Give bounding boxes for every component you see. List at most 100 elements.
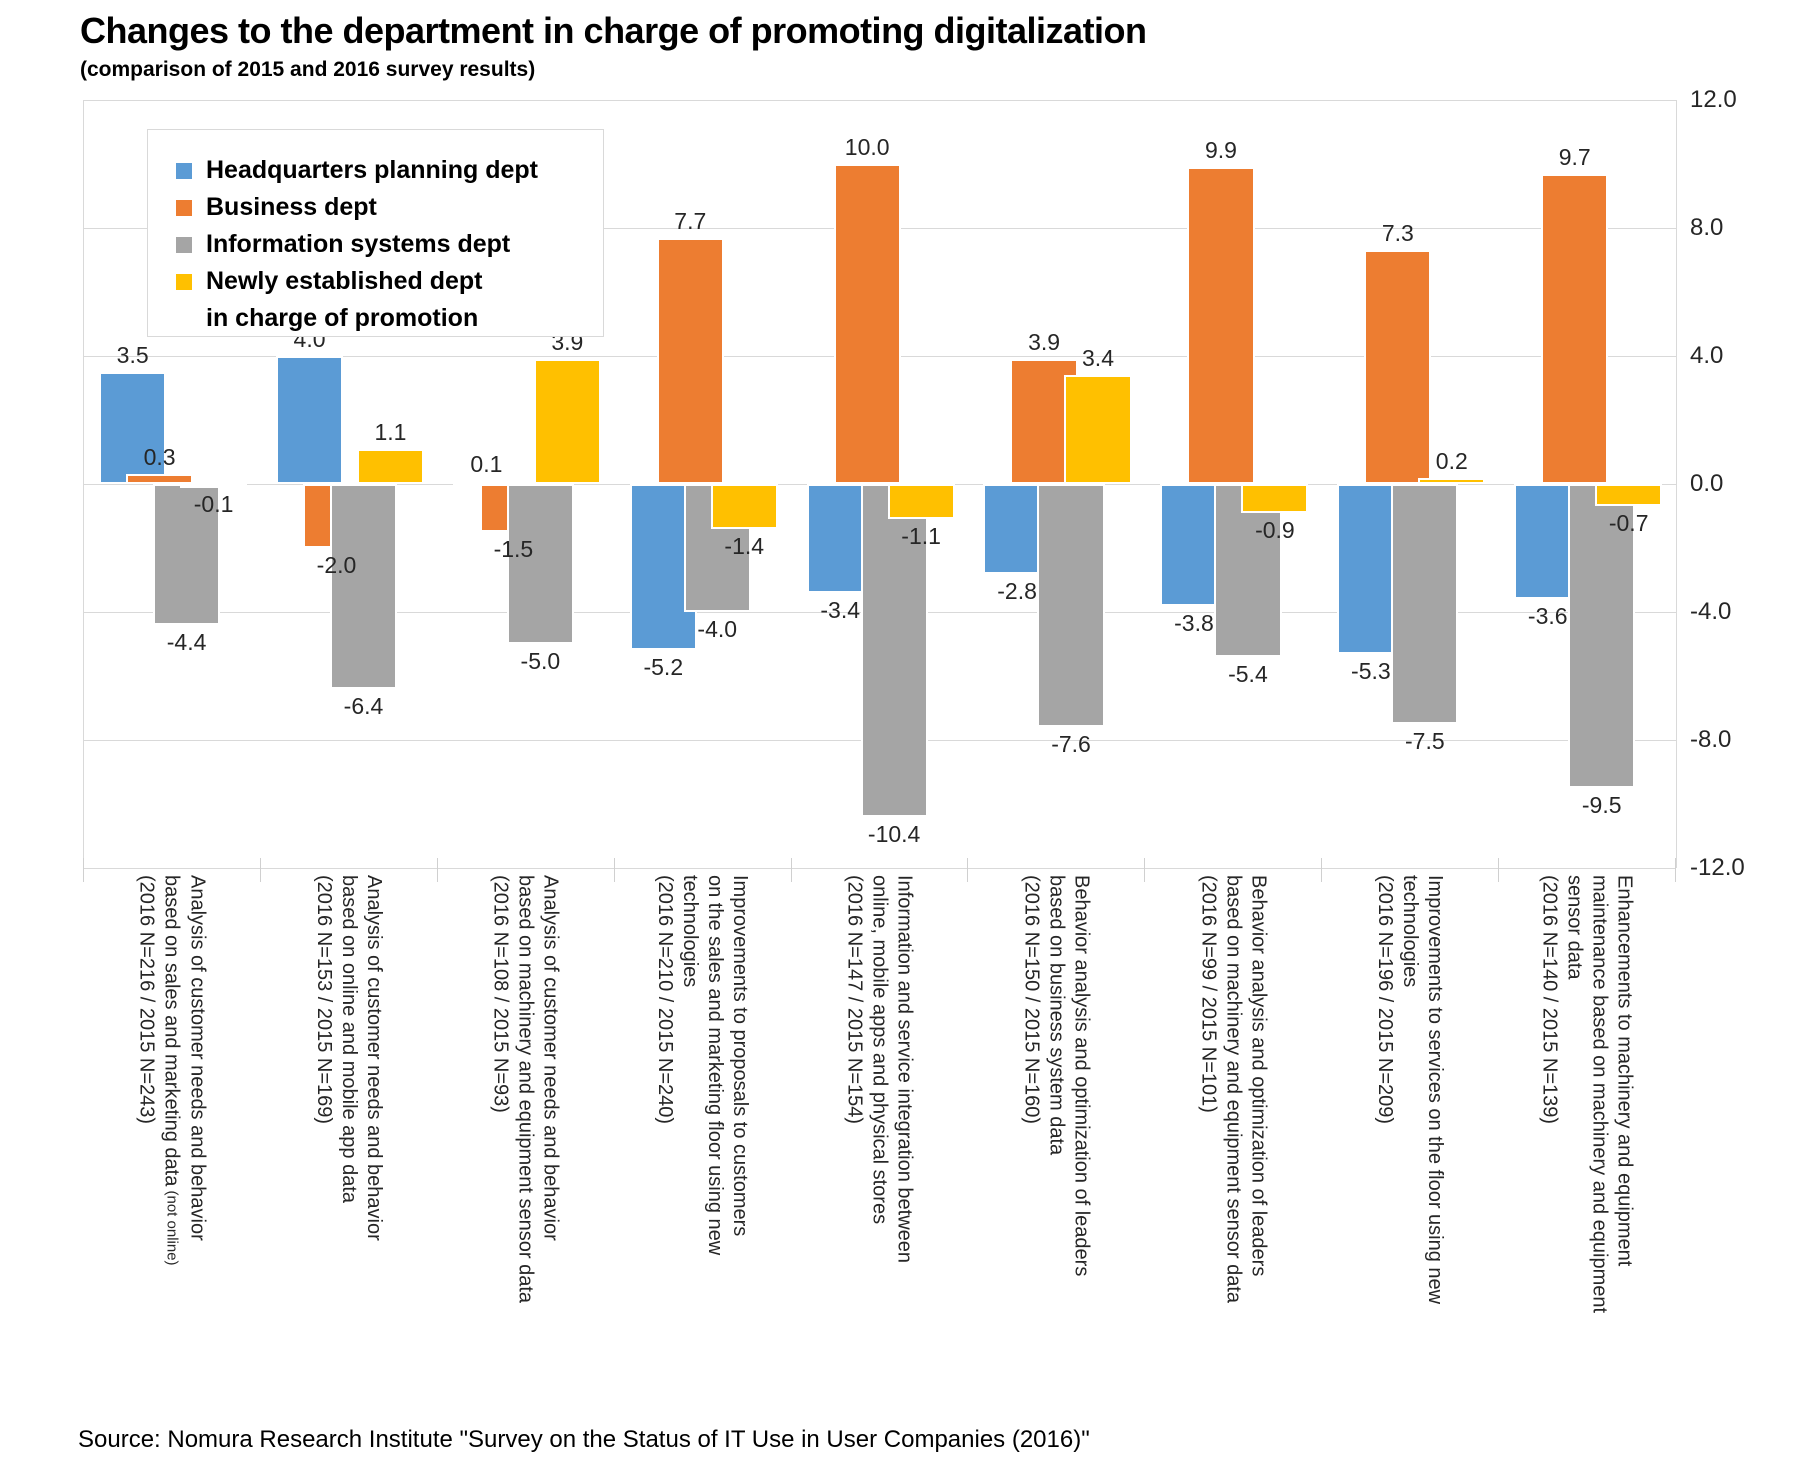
- value-label: -4.0: [697, 616, 738, 642]
- category-label: Enhancements to machinery and equipment m…: [1498, 875, 1675, 1460]
- bar-business-dept-cat4: [656, 237, 724, 484]
- legend-item: Headquarters planning dept: [176, 152, 603, 189]
- value-label: -6.4: [343, 692, 384, 719]
- bar-headquarters-planning-dept-cat2: [275, 356, 344, 484]
- category-tick: [1675, 858, 1676, 882]
- value-label: 9.9: [1204, 137, 1237, 164]
- legend-label: Business dept: [206, 193, 377, 221]
- category-label-line: based on machinery and equipment sensor …: [1222, 875, 1245, 1304]
- category-label: Improvements to proposals to customers on…: [614, 875, 791, 1460]
- bar-newly-established-dept-in-charge-of-promotion-cat2: [356, 448, 425, 484]
- bar-information-systems-dept-cat9: [1568, 484, 1636, 788]
- category-label-line: based on online and mobile app data: [337, 875, 360, 1204]
- category-label-line: Information and service integration betw…: [893, 875, 916, 1264]
- y-axis-tick-label: -4.0: [1690, 598, 1732, 625]
- category-label-line: Enhancements to machinery and equipment: [1613, 875, 1636, 1267]
- value-label: 9.7: [1558, 143, 1591, 170]
- value-label: 1.1: [374, 418, 407, 445]
- category-label-text: Analysis of customer needs and behavior b…: [488, 875, 563, 1303]
- bar-newly-established-dept-in-charge-of-promotion-cat7: [1241, 484, 1309, 513]
- category-label-text: Enhancements to machinery and equipment m…: [1537, 875, 1637, 1313]
- plot-area: 3.5 4.0 0.1 -5.2 -3.4 -2.8 -3.8 -5.3 -3.6 0.3 -2.0…: [83, 99, 1677, 869]
- gridline: [84, 99, 1676, 101]
- legend: Headquarters planning dept Business dept I…: [147, 129, 604, 337]
- category-label: Information and service integration betw…: [791, 875, 968, 1460]
- category-tick: [790, 858, 792, 882]
- value-label: -3.8: [1174, 609, 1214, 636]
- category-label: Analysis of customer needs and behavior b…: [437, 875, 614, 1460]
- category-label-line: (2016 N=210 / 2015 N=240): [654, 875, 677, 1125]
- value-label: -0.1: [193, 491, 234, 518]
- y-axis-tick-label: 8.0: [1690, 214, 1724, 241]
- category-label: Behavior analysis and optimization of le…: [967, 875, 1144, 1460]
- gridline: [84, 867, 1676, 869]
- value-label: -5.3: [1351, 657, 1391, 684]
- category-label-text: Information and service integration betw…: [841, 875, 916, 1263]
- bar-newly-established-dept-in-charge-of-promotion-cat8: [1418, 477, 1486, 484]
- value-label: -10.4: [867, 820, 921, 847]
- y-axis-tick-label: 4.0: [1690, 342, 1724, 369]
- value-label: -5.0: [520, 648, 561, 674]
- bar-business-dept-cat9: [1541, 173, 1609, 484]
- value-label: -3.6: [1527, 603, 1568, 630]
- category-label-line: (2016 N=150 / 2015 N=160): [1020, 875, 1043, 1125]
- category-label-line: based on business system data: [1045, 875, 1068, 1156]
- category-label: Analysis of customer needs and behavior b…: [83, 875, 260, 1460]
- category-label: Behavior analysis and optimization of le…: [1144, 875, 1321, 1460]
- legend-label: Information systems dept: [206, 230, 511, 258]
- category-label-line: (2016 N=147 / 2015 N=154): [843, 875, 866, 1125]
- bar-business-dept-cat8: [1364, 250, 1432, 484]
- category-tick: [967, 858, 969, 882]
- bar-business-dept-cat7: [1187, 167, 1255, 484]
- value-label: -0.9: [1255, 516, 1295, 543]
- legend-swatch-icon: [176, 273, 192, 290]
- category-tick: [259, 858, 261, 882]
- value-label: 10.0: [844, 134, 890, 160]
- category-label-text: Analysis of customer needs and behavior b…: [311, 875, 386, 1241]
- category-label-text: Improvements to services on the floor us…: [1372, 875, 1447, 1304]
- value-label: 3.5: [116, 342, 149, 368]
- category-tick: [613, 858, 615, 882]
- bar-information-systems-dept-cat7: [1214, 484, 1282, 657]
- legend-item: Newly established dept: [176, 263, 603, 300]
- value-label: -2.8: [997, 577, 1037, 604]
- value-label: 7.3: [1381, 220, 1414, 247]
- value-label: -2.0: [316, 552, 357, 578]
- category-label-line: Improvements to proposals to customers: [729, 875, 752, 1237]
- legend-item: in charge of promotion: [176, 300, 603, 337]
- bar-newly-established-dept-in-charge-of-promotion-cat3: [533, 359, 601, 484]
- bar-newly-established-dept-in-charge-of-promotion-cat6: [1064, 375, 1132, 484]
- category-tick: [83, 858, 84, 882]
- chart-title: Changes to the department in charge of p…: [80, 10, 1147, 51]
- value-label: 0.2: [1435, 447, 1468, 474]
- value-label: -5.4: [1228, 660, 1268, 687]
- y-axis-tick-label: -12.0: [1690, 854, 1745, 881]
- category-label-line: online, mobile apps and physical stores: [868, 875, 891, 1225]
- category-label: Improvements to services on the floor us…: [1321, 875, 1498, 1460]
- value-label: -1.5: [493, 536, 534, 562]
- value-label: -5.2: [643, 654, 684, 681]
- legend-label: Newly established dept: [206, 267, 483, 295]
- category-label-line: (2016 N=140 / 2015 N=139): [1538, 875, 1561, 1125]
- legend-swatch-icon: [176, 199, 192, 216]
- legend-item: Business dept: [176, 189, 603, 226]
- y-axis-tick-label: 0.0: [1690, 470, 1724, 497]
- bar-headquarters-planning-dept-cat3: [452, 480, 521, 485]
- y-axis-tick-label: -8.0: [1690, 726, 1732, 753]
- value-label: -4.4: [166, 628, 207, 655]
- value-label: 3.4: [1082, 345, 1114, 372]
- category-label-line: Analysis of customer needs and behavior: [186, 875, 209, 1241]
- legend-swatch-icon: [176, 236, 192, 253]
- category-label-line: (2016 N=99 / 2015 N=101): [1197, 875, 1220, 1113]
- bar-information-systems-dept-cat2: [329, 484, 398, 689]
- category-label-line: Behavior analysis and optimization of le…: [1247, 875, 1270, 1277]
- category-label-line: based on machinery and equipment sensor …: [514, 875, 537, 1304]
- bar-business-dept-cat1: [126, 474, 194, 484]
- category-label-line: Analysis of customer needs and behavior: [539, 875, 562, 1241]
- value-label: -1.4: [724, 532, 765, 559]
- bar-newly-established-dept-in-charge-of-promotion-cat9: [1595, 484, 1663, 507]
- bar-information-systems-dept-cat5: [860, 484, 928, 817]
- y-axis-tick-label: 12.0: [1690, 86, 1737, 113]
- category-label-note: (not online): [163, 1186, 181, 1266]
